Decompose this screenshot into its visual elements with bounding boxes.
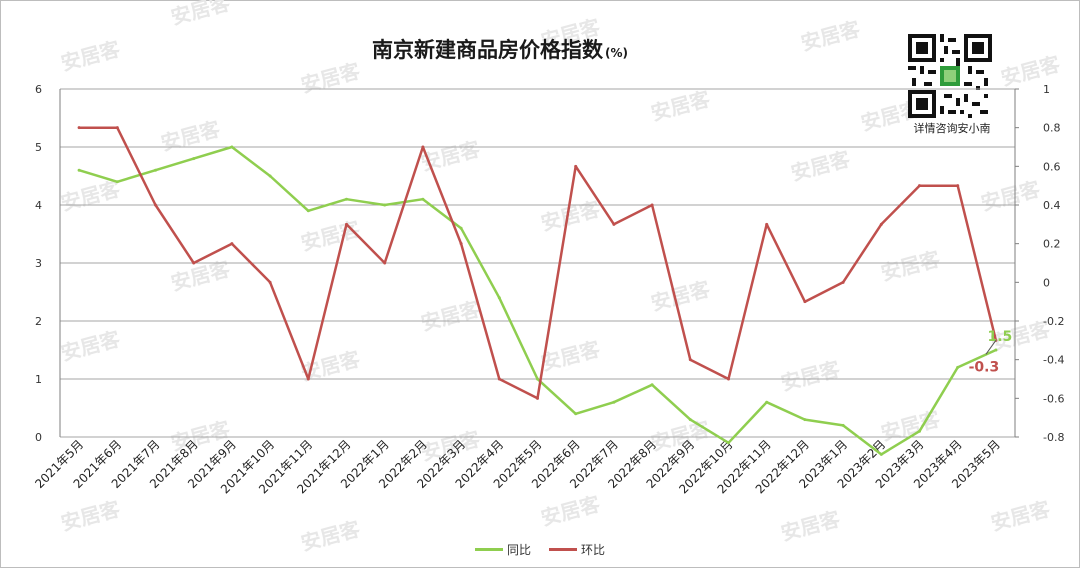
data-point-mom <box>115 126 119 130</box>
data-point-yoy <box>650 383 654 387</box>
data-point-yoy <box>383 203 387 207</box>
right-tick-label: -0.4 <box>1043 354 1064 367</box>
data-label-leader <box>985 340 997 355</box>
data-point-mom <box>803 300 807 304</box>
data-point-mom <box>536 396 539 400</box>
data-point-mom <box>765 222 769 226</box>
data-point-yoy <box>459 226 463 230</box>
left-tick-label: 0 <box>35 431 42 444</box>
data-point-mom <box>612 222 616 226</box>
data-point-mom <box>918 184 921 188</box>
qr-caption: 详情咨询安小南 <box>913 122 991 135</box>
data-point-mom <box>574 164 578 168</box>
data-point-yoy <box>497 296 501 300</box>
data-point-yoy <box>688 418 692 422</box>
data-point-yoy <box>841 423 845 427</box>
data-point-mom <box>77 126 81 130</box>
data-point-yoy <box>956 365 960 369</box>
legend-label-yoy: 同比 <box>506 543 531 557</box>
qr-code-icon <box>908 34 992 118</box>
right-tick-label: 0.8 <box>1043 122 1061 135</box>
legend-swatch-mom <box>549 548 577 551</box>
data-point-mom <box>421 145 425 149</box>
series-line-yoy <box>78 145 997 456</box>
data-point-yoy <box>306 209 310 213</box>
data-point-yoy <box>345 197 348 201</box>
left-tick-label: 1 <box>35 373 42 386</box>
left-tick-label: 2 <box>35 315 42 328</box>
data-point-mom <box>497 377 501 381</box>
data-point-yoy <box>765 400 769 404</box>
data-label-yoy: 1.5 <box>987 329 1012 345</box>
data-point-yoy <box>727 441 730 445</box>
left-tick-label: 4 <box>35 199 42 212</box>
data-point-yoy <box>192 157 196 161</box>
data-point-yoy <box>612 400 616 404</box>
right-tick-label: 0.4 <box>1043 199 1061 212</box>
data-point-yoy <box>879 452 883 456</box>
legend-item-yoy: 同比 <box>474 541 531 558</box>
data-point-yoy <box>574 412 578 416</box>
data-point-yoy <box>77 168 81 172</box>
data-point-mom <box>230 242 234 246</box>
data-point-mom <box>841 280 845 284</box>
data-point-mom <box>154 203 157 207</box>
data-point-mom <box>192 261 196 265</box>
data-point-mom <box>688 358 692 362</box>
right-tick-label: -0.8 <box>1043 431 1064 444</box>
left-tick-label: 3 <box>35 257 42 270</box>
chart-title: 南京新建商品房价格指数 (%) <box>0 34 1000 64</box>
data-point-yoy <box>994 348 998 352</box>
data-point-yoy <box>154 168 157 172</box>
data-point-yoy <box>536 377 539 381</box>
left-tick-label: 6 <box>35 83 42 96</box>
data-point-mom <box>383 261 387 265</box>
data-point-mom <box>345 222 348 226</box>
title-text: 南京新建商品房价格指数 <box>372 38 603 62</box>
data-point-mom <box>956 184 960 188</box>
data-point-yoy <box>268 174 272 178</box>
data-point-mom <box>650 203 654 207</box>
data-point-mom <box>727 377 730 381</box>
left-tick-label: 5 <box>35 141 42 154</box>
legend-item-mom: 环比 <box>549 541 605 558</box>
data-point-yoy <box>230 145 234 149</box>
data-label-mom: -0.3 <box>969 359 1000 375</box>
data-point-mom <box>268 280 272 284</box>
data-point-mom <box>879 222 883 226</box>
data-point-mom <box>459 242 463 246</box>
right-tick-label: 0.2 <box>1043 238 1061 251</box>
title-unit: (%) <box>605 46 628 60</box>
right-tick-label: -0.2 <box>1043 315 1064 328</box>
data-point-yoy <box>115 180 119 184</box>
data-point-mom <box>306 377 310 381</box>
legend: 同比 环比 <box>0 541 1080 558</box>
data-point-yoy <box>421 197 425 201</box>
right-tick-label: 1 <box>1043 83 1050 96</box>
right-tick-label: 0 <box>1043 276 1050 289</box>
right-tick-label: -0.6 <box>1043 392 1064 405</box>
legend-label-mom: 环比 <box>581 543 606 557</box>
legend-swatch-yoy <box>474 548 503 551</box>
right-tick-label: 0.6 <box>1043 160 1061 173</box>
data-point-yoy <box>918 429 921 433</box>
data-point-yoy <box>803 418 807 422</box>
